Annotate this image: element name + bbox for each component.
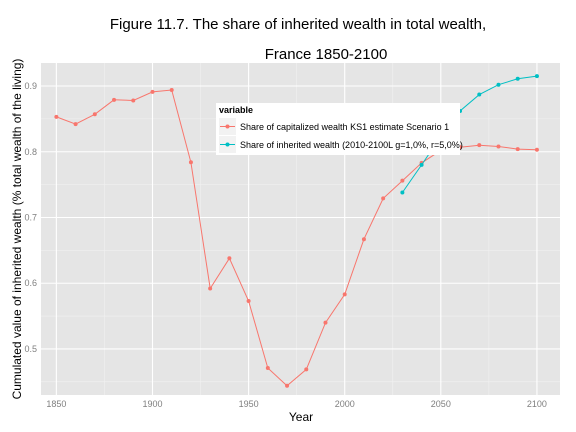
series-1-point bbox=[112, 97, 117, 102]
y-tick-label: 0.8 bbox=[24, 147, 37, 157]
series-1-point bbox=[477, 143, 482, 148]
series-2-point bbox=[496, 82, 501, 87]
legend-key-1-marker bbox=[225, 124, 230, 129]
legend-label-1: Share of capitalized wealth KS1 estimate… bbox=[240, 122, 449, 132]
chart-title-line-2: France 1850-2100 bbox=[265, 46, 388, 63]
series-1-point bbox=[496, 144, 501, 149]
series-1-point bbox=[342, 292, 347, 297]
x-tick-label: 2050 bbox=[431, 399, 451, 409]
legend-key-2-marker bbox=[225, 142, 230, 147]
y-tick-label: 0.6 bbox=[24, 278, 37, 288]
series-2-point bbox=[477, 92, 482, 97]
x-tick-label: 2000 bbox=[335, 399, 355, 409]
x-tick-label: 1950 bbox=[239, 399, 259, 409]
series-2-point bbox=[400, 190, 405, 195]
legend: variable Share of capitalized wealth KS1… bbox=[216, 103, 463, 155]
series-2-line bbox=[401, 75, 537, 193]
series-1-point bbox=[227, 256, 232, 261]
tick-labels: 1850 1900 1950 2000 2050 2100 0.5 0.6 0.7 0.8 0.9 bbox=[24, 81, 546, 409]
series-1-point bbox=[246, 298, 251, 303]
series-1-point bbox=[304, 367, 309, 372]
series-1-point bbox=[92, 112, 97, 117]
chart-title-line-1: Figure 11.7. The share of inherited weal… bbox=[110, 16, 486, 33]
y-tick-label: 0.9 bbox=[24, 81, 37, 91]
series-1-point bbox=[54, 114, 59, 119]
legend-background bbox=[216, 103, 460, 155]
series-1-point bbox=[285, 383, 290, 388]
x-tick-label: 1850 bbox=[46, 399, 66, 409]
series-2-point bbox=[419, 162, 424, 167]
series-1-point bbox=[169, 87, 174, 92]
series-2-point bbox=[515, 76, 520, 81]
series-1-point bbox=[208, 286, 213, 291]
series-1-point bbox=[534, 147, 539, 152]
series-1-point bbox=[361, 237, 366, 242]
series-1-point bbox=[265, 366, 270, 371]
series-1-point bbox=[400, 178, 405, 183]
series-1-point bbox=[188, 160, 193, 165]
x-axis-title: Year bbox=[289, 410, 313, 424]
x-tick-label: 2100 bbox=[527, 399, 547, 409]
legend-title: variable bbox=[219, 105, 253, 115]
series-1-point bbox=[515, 147, 520, 152]
y-tick-label: 0.5 bbox=[24, 344, 37, 354]
series-2-point bbox=[534, 74, 539, 79]
series-1-point bbox=[131, 98, 136, 103]
y-tick-label: 0.7 bbox=[24, 212, 37, 222]
series-1-point bbox=[323, 320, 328, 325]
x-tick-label: 1900 bbox=[142, 399, 162, 409]
y-axis-title: Cumulated value of inherited wealth (% t… bbox=[10, 59, 24, 400]
series-1-point bbox=[73, 122, 78, 127]
series-1-point bbox=[150, 89, 155, 94]
series-1-point bbox=[381, 196, 386, 201]
legend-label-2: Share of inherited wealth (2010-2100L g=… bbox=[240, 140, 463, 150]
